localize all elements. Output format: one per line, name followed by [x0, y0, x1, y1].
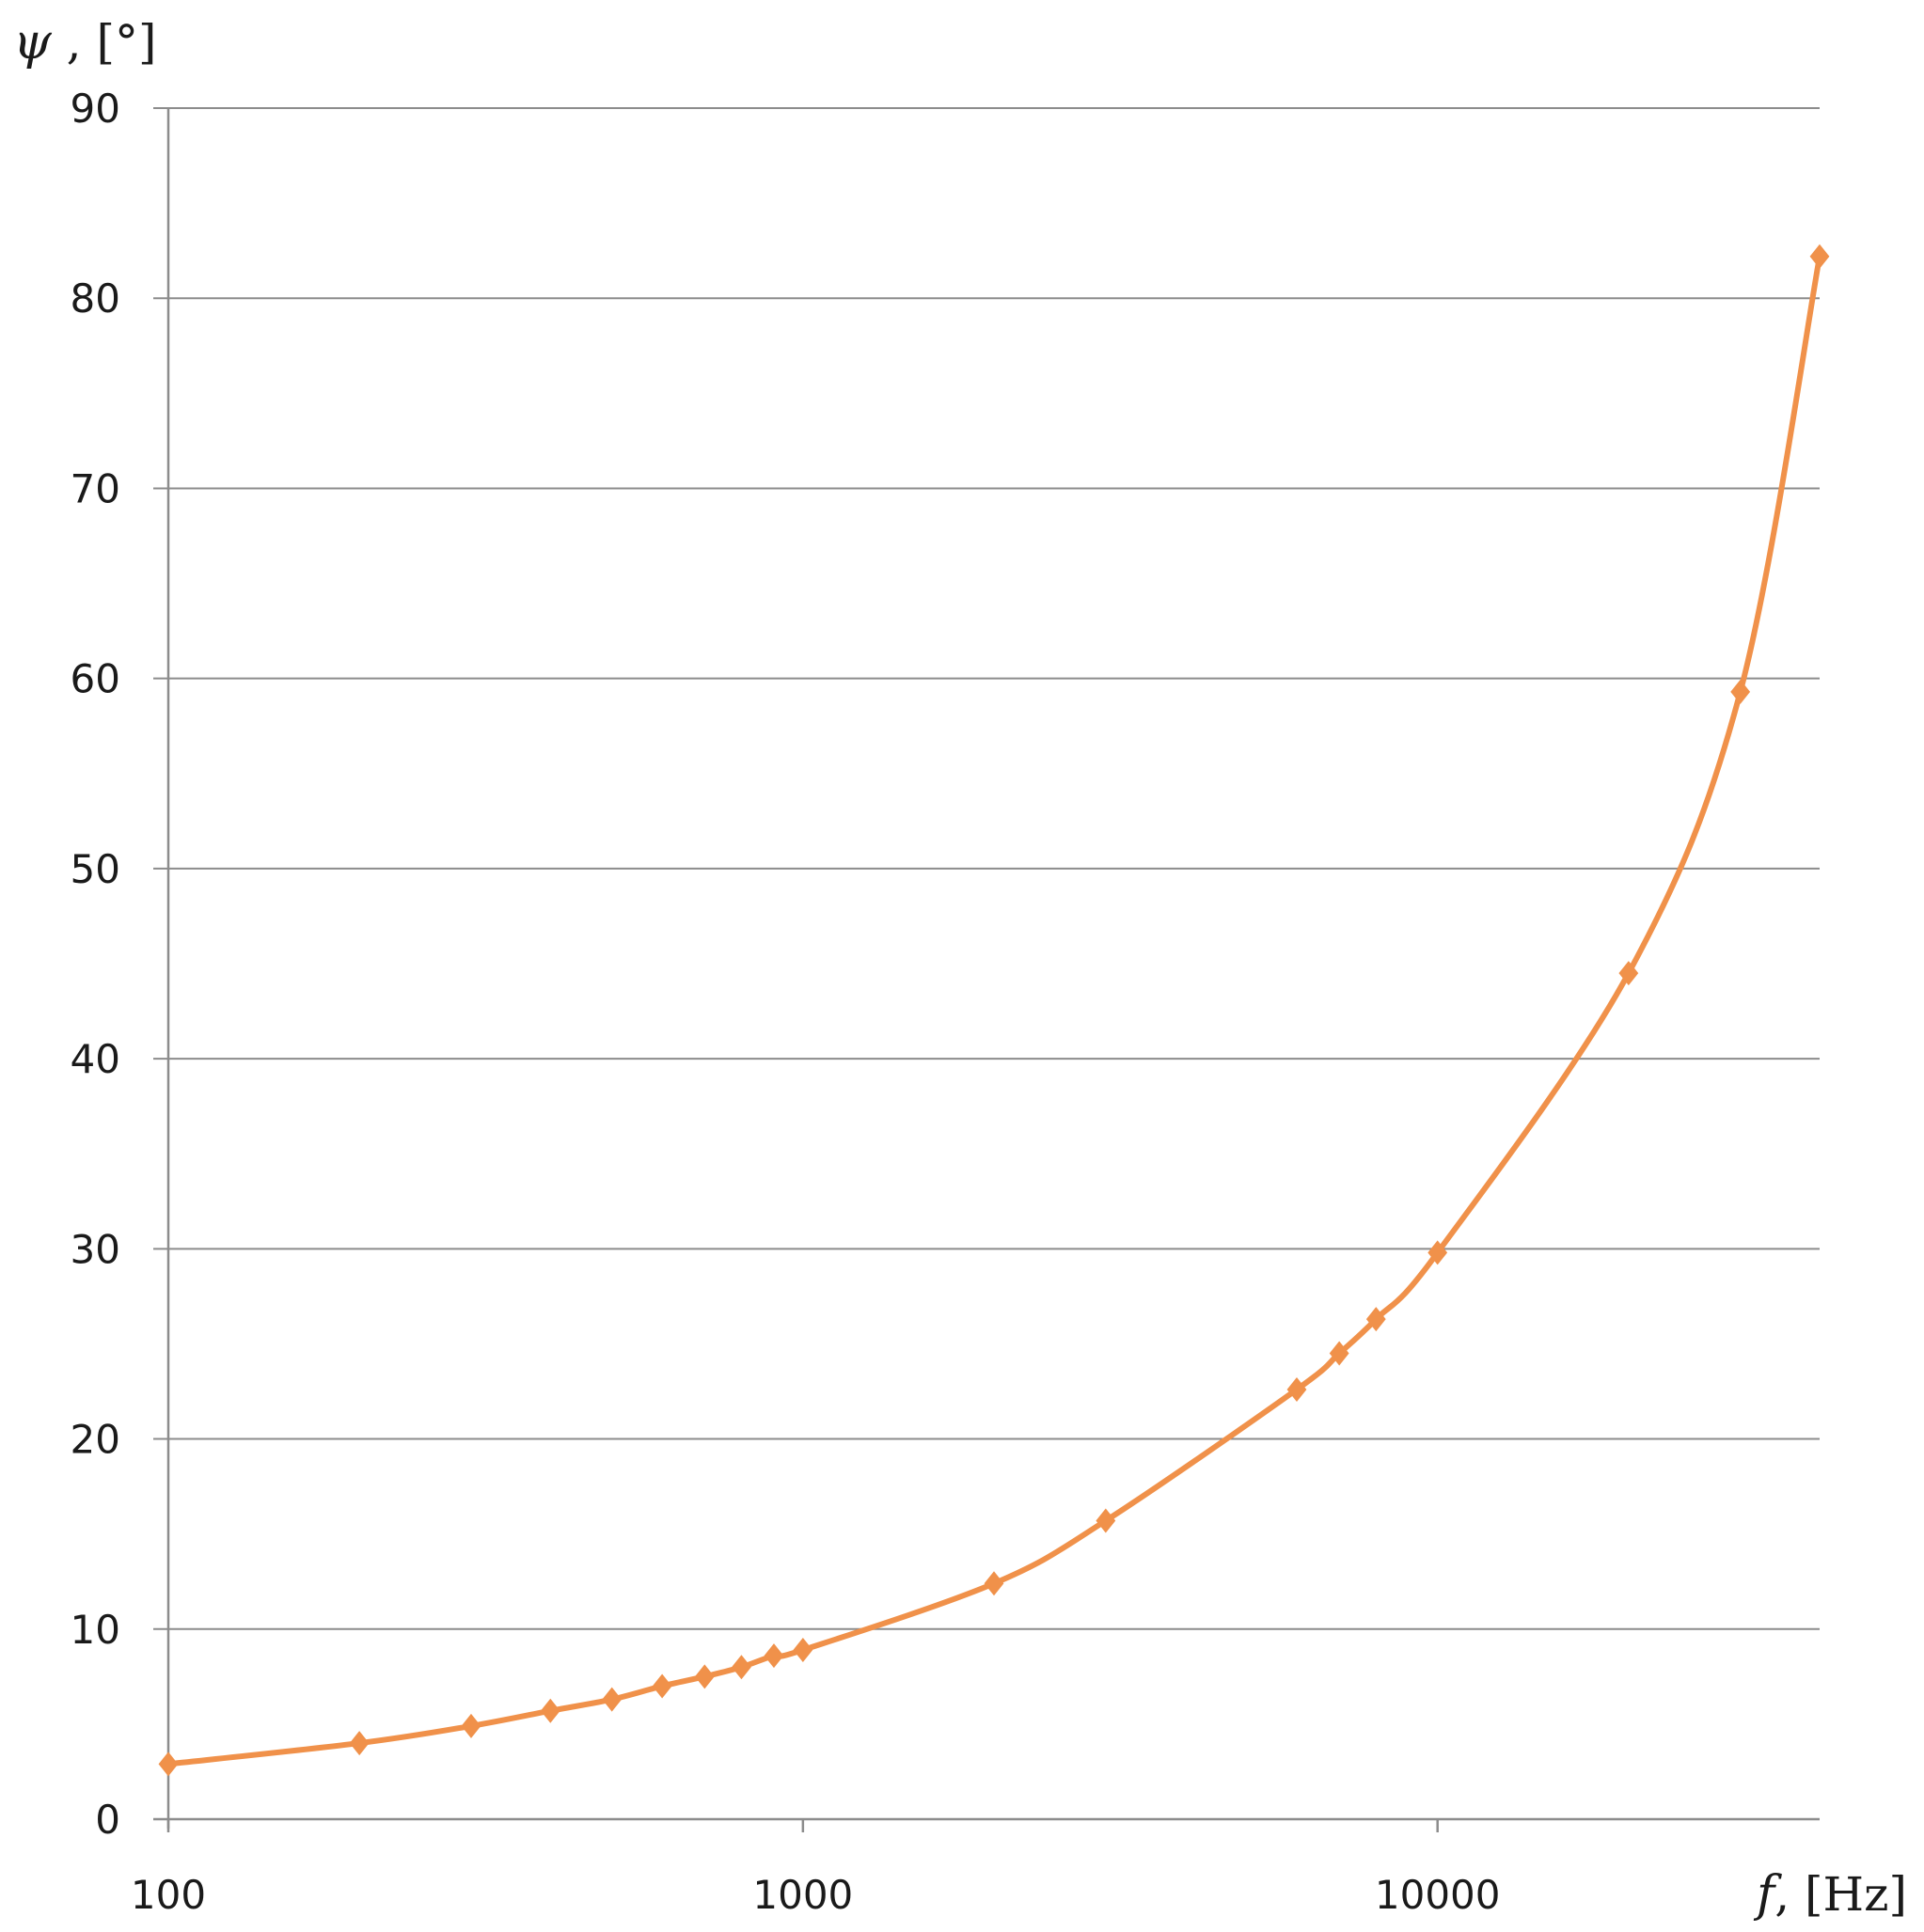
data-point-10000: [1427, 1240, 1448, 1265]
data-point-8000: [1365, 1307, 1386, 1332]
y-tick-label-60: 60: [71, 656, 120, 702]
data-point-600: [652, 1673, 672, 1699]
y-tick-label-10: 10: [71, 1607, 120, 1653]
data-point-1000: [793, 1638, 813, 1663]
y-tick-label-70: 70: [71, 465, 120, 511]
data-point-40000: [1809, 243, 1830, 269]
data-point-800: [732, 1655, 751, 1680]
data-point-900: [764, 1643, 784, 1669]
data-point-500: [602, 1687, 623, 1712]
y-tick-label-40: 40: [71, 1036, 120, 1082]
data-point-100: [158, 1751, 179, 1777]
y-tick-label-20: 20: [71, 1417, 120, 1463]
data-point-2000: [984, 1571, 1004, 1596]
x-tick-labels: 100 1000 10000: [131, 1872, 1501, 1918]
data-point-20000: [1618, 961, 1639, 986]
x-axis-unit: , [Hz]: [1774, 1867, 1907, 1922]
y-tick-label-90: 90: [71, 86, 120, 132]
x-tick-label-10000: 10000: [1375, 1872, 1501, 1918]
y-axis-symbol: ψ: [13, 14, 53, 71]
data-point-6000: [1286, 1376, 1307, 1402]
data-point-700: [694, 1664, 715, 1689]
series-line-0: [166, 253, 1822, 1767]
axes: [153, 108, 1820, 1832]
series: [166, 253, 1822, 1767]
y-axis-unit: , [°]: [52, 15, 157, 70]
data-point-200: [349, 1731, 370, 1756]
y-tick-label-0: 0: [95, 1797, 120, 1843]
y-tick-label-80: 80: [71, 275, 120, 322]
y-axis-title: ψ , [°]: [13, 14, 156, 71]
data-markers: [158, 243, 1830, 1777]
gridlines: [153, 107, 1820, 1630]
data-point-400: [540, 1698, 560, 1723]
y-tick-labels: 0 10 20 30 40 50 60 70 80 90: [71, 86, 120, 1843]
x-axis-title: f, [Hz]: [1753, 1866, 1907, 1923]
y-tick-label-50: 50: [71, 846, 120, 892]
y-tick-label-30: 30: [71, 1226, 120, 1272]
x-tick-label-1000: 1000: [752, 1872, 853, 1918]
data-point-7000: [1329, 1341, 1349, 1366]
x-tick-label-100: 100: [131, 1872, 206, 1918]
data-point-300: [461, 1713, 481, 1738]
data-point-3000: [1096, 1508, 1116, 1533]
data-point-30000: [1730, 679, 1751, 704]
